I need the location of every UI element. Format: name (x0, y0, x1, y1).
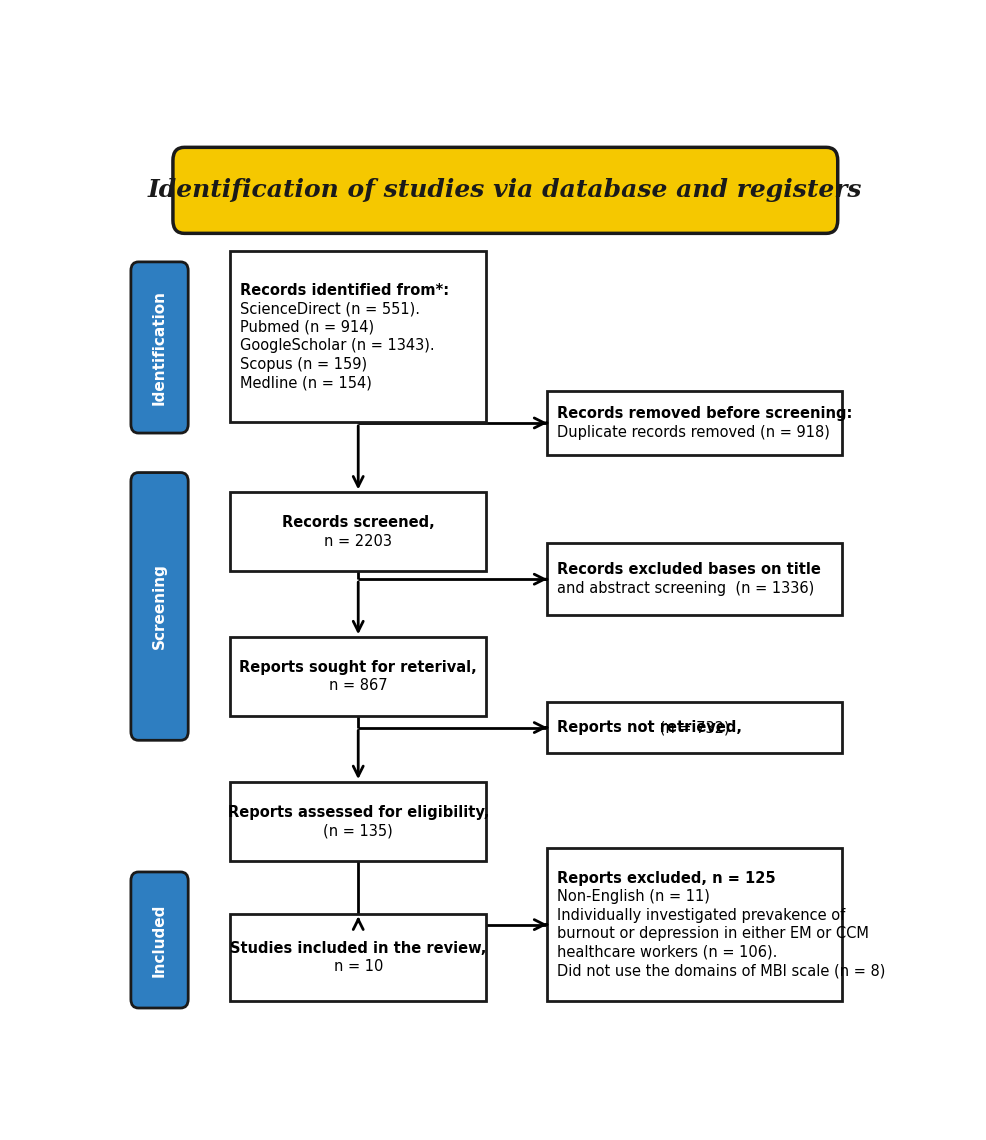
Text: n = 10: n = 10 (333, 959, 383, 975)
Text: Included: Included (152, 903, 167, 977)
FancyBboxPatch shape (230, 782, 486, 861)
Text: Medline (n = 154): Medline (n = 154) (241, 375, 372, 390)
FancyBboxPatch shape (547, 702, 842, 754)
FancyBboxPatch shape (547, 544, 842, 616)
FancyBboxPatch shape (547, 391, 842, 455)
Text: healthcare workers (n = 106).: healthcare workers (n = 106). (557, 945, 778, 960)
Text: Records screened,: Records screened, (282, 515, 435, 530)
Text: Screening: Screening (152, 563, 167, 650)
Text: Did not use the domains of MBI scale (n = 8): Did not use the domains of MBI scale (n … (557, 963, 885, 978)
Text: Reports not retrieved,: Reports not retrieved, (557, 720, 742, 735)
Text: and abstract screening  (n = 1336): and abstract screening (n = 1336) (557, 581, 814, 596)
FancyBboxPatch shape (230, 637, 486, 716)
FancyBboxPatch shape (230, 913, 486, 1001)
Text: Scopus (n = 159): Scopus (n = 159) (241, 357, 368, 372)
FancyBboxPatch shape (547, 848, 842, 1001)
Text: Records identified from*:: Records identified from*: (241, 283, 450, 298)
Text: Identification of studies via database and registers: Identification of studies via database a… (148, 178, 863, 202)
Text: burnout or depression in either EM or CCM: burnout or depression in either EM or CC… (557, 927, 870, 942)
FancyBboxPatch shape (230, 251, 486, 422)
Text: GoogleScholar (n = 1343).: GoogleScholar (n = 1343). (241, 339, 435, 353)
Text: Identification: Identification (152, 290, 167, 405)
Text: ScienceDirect (n = 551).: ScienceDirect (n = 551). (241, 301, 420, 316)
Text: (n = 135): (n = 135) (323, 823, 393, 838)
Text: Reports excluded, n = 125: Reports excluded, n = 125 (557, 871, 776, 886)
Text: (n = 732): (n = 732) (655, 720, 730, 735)
Text: Duplicate records removed (n = 918): Duplicate records removed (n = 918) (557, 425, 830, 440)
Text: Records removed before screening:: Records removed before screening: (557, 406, 853, 422)
Text: Individually investigated prevakence of: Individually investigated prevakence of (557, 907, 846, 923)
Text: Studies included in the review,: Studies included in the review, (230, 940, 486, 955)
FancyBboxPatch shape (131, 473, 188, 740)
Text: n = 867: n = 867 (329, 678, 387, 693)
Text: Non-English (n = 11): Non-English (n = 11) (557, 889, 710, 904)
Text: n = 2203: n = 2203 (324, 534, 392, 548)
FancyBboxPatch shape (173, 147, 838, 234)
FancyBboxPatch shape (230, 492, 486, 571)
Text: Records excluded bases on title: Records excluded bases on title (557, 562, 821, 578)
Text: Reports sought for reterival,: Reports sought for reterival, (240, 660, 477, 675)
FancyBboxPatch shape (131, 262, 188, 433)
Text: Reports assessed for eligibility,: Reports assessed for eligibility, (228, 805, 489, 820)
FancyBboxPatch shape (131, 872, 188, 1008)
Text: Pubmed (n = 914): Pubmed (n = 914) (241, 320, 375, 335)
